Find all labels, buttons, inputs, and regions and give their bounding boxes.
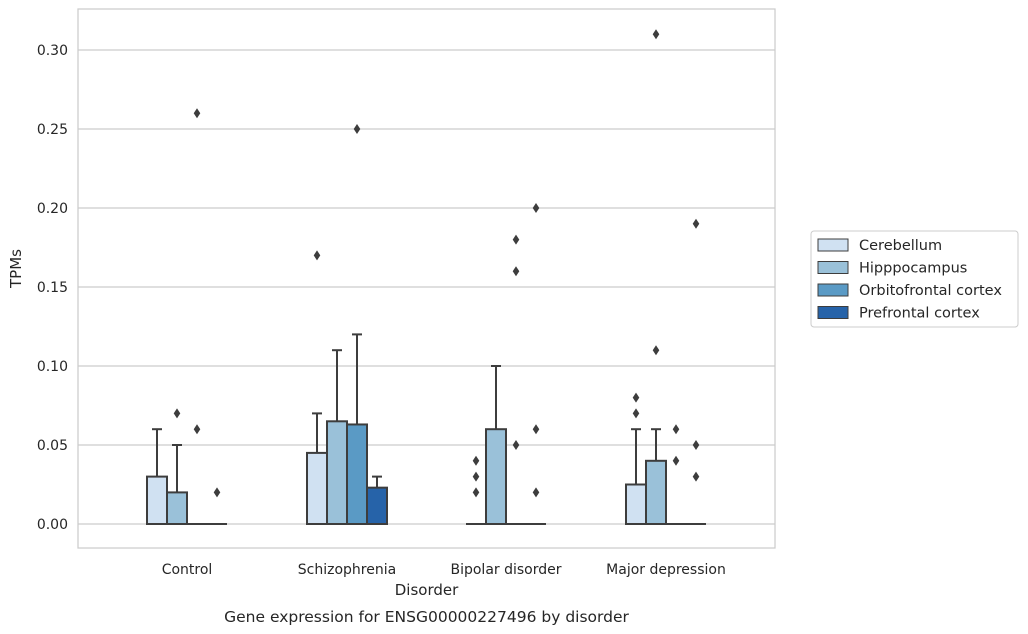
legend-label: Prefrontal cortex: [859, 306, 980, 322]
plot-frame: [77, 8, 776, 549]
outlier-point: [353, 124, 361, 134]
series-prefrontal-cortex: [207, 203, 706, 526]
legend-frame: [810, 230, 1019, 328]
y-tick-label: 0.05: [37, 438, 68, 454]
series-cerebellum: [146, 250, 647, 526]
box: [645, 459, 667, 525]
legend-label: Hipppocampus: [859, 261, 967, 277]
y-tick-label: 0.00: [37, 517, 68, 533]
outlier-point: [512, 266, 520, 277]
outlier-point: [512, 440, 520, 450]
outlier-point: [512, 234, 520, 245]
outlier-point: [193, 424, 201, 435]
x-tick-label: Major depression: [606, 562, 726, 578]
legend-label: Cerebellum: [859, 238, 942, 254]
y-tick-label: 0.25: [37, 122, 68, 138]
outlier-point: [692, 218, 700, 229]
outlier-point: [672, 424, 680, 435]
y-axis-label: TPMs: [7, 249, 25, 289]
x-axis-label: Disorder: [395, 581, 459, 599]
outlier-point: [532, 487, 540, 498]
y-tick-label: 0.10: [37, 359, 68, 375]
grid-lines: [78, 49, 775, 525]
outlier-point: [632, 392, 640, 403]
x-tick-label: Schizophrenia: [298, 562, 396, 578]
figure-caption: Gene expression for ENSG00000227496 by d…: [224, 608, 629, 626]
y-axis-ticks: 0.00 0.05 0.10 0.15 0.20 0.25 0.30: [37, 43, 68, 533]
outlier-point: [692, 440, 700, 450]
legend-swatch: [817, 238, 849, 252]
box: [326, 420, 348, 525]
box: [306, 451, 328, 525]
outlier-point: [173, 408, 181, 419]
outlier-point: [652, 29, 660, 40]
y-tick-label: 0.20: [37, 201, 68, 217]
legend-label: Orbitofrontal cortex: [859, 283, 1002, 299]
legend-swatch: [817, 261, 849, 274]
box: [625, 483, 647, 525]
x-axis-ticks: Control Schizophrenia Bipolar disorder Majo…: [162, 562, 726, 578]
outlier-point: [692, 471, 700, 482]
outlier-point: [632, 408, 640, 419]
box: [166, 491, 188, 525]
outlier-point: [472, 471, 480, 482]
x-tick-label: Control: [162, 562, 213, 578]
outlier-point: [532, 203, 540, 213]
box: [366, 486, 388, 526]
series-hipppocampus: [166, 29, 667, 526]
series-orbitofrontal-cortex: [187, 108, 686, 525]
outlier-point: [313, 250, 321, 261]
legend-swatch: [817, 306, 849, 319]
y-tick-label: 0.15: [37, 280, 68, 296]
box: [346, 423, 368, 525]
outlier-point: [472, 487, 480, 498]
x-tick-label: Bipolar disorder: [450, 562, 561, 578]
outlier-point: [672, 455, 680, 466]
outlier-point: [652, 345, 660, 356]
legend: Cerebellum Hipppocampus Orbitofrontal cort…: [810, 230, 1019, 328]
box-plot-series: [146, 29, 706, 526]
outlier-point: [213, 487, 221, 498]
outlier-point: [193, 108, 201, 119]
box: [485, 428, 507, 526]
outlier-point: [532, 424, 540, 435]
box: [146, 475, 168, 526]
outlier-point: [472, 455, 480, 466]
legend-swatch: [817, 283, 849, 297]
y-tick-label: 0.30: [37, 43, 68, 59]
